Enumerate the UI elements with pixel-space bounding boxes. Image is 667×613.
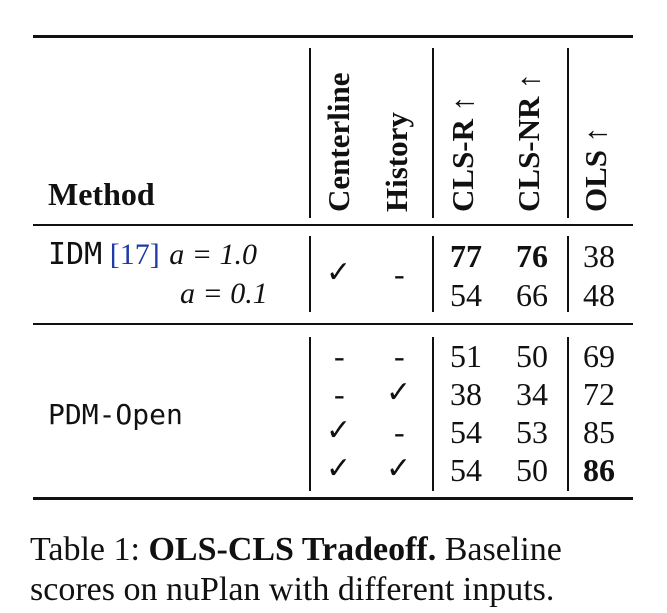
idm-row1-cls-r: 77 bbox=[450, 238, 482, 274]
idm-row2-cls-r: 54 bbox=[450, 277, 482, 313]
idm-row1-ols: 38 bbox=[583, 238, 615, 274]
pdm-row3-ols: 85 bbox=[583, 414, 615, 450]
caption-text-1: Baseline bbox=[444, 531, 562, 568]
idm-param-1: a = 1.0 bbox=[169, 238, 257, 271]
vrule-inputs-header bbox=[432, 48, 434, 218]
idm-method-label: IDM [17] a = 1.0 bbox=[48, 240, 257, 270]
vrule-ols-idm bbox=[567, 236, 569, 312]
idm-param-2: a = 0.1 bbox=[180, 277, 268, 310]
pdm-row3-cls-nr: 53 bbox=[516, 414, 548, 450]
pdm-row1-cls-r: 51 bbox=[450, 338, 482, 374]
pdm-row4-cls-r: 54 bbox=[450, 452, 482, 488]
caption-title: OLS-CLS Tradeoff. bbox=[148, 531, 437, 568]
idm-row2-ols: 48 bbox=[583, 277, 615, 313]
bottom-rule bbox=[33, 497, 633, 500]
header-centerline: Centerline bbox=[321, 72, 356, 212]
table-caption-line2: scores on nuPlan with different inputs. bbox=[30, 571, 555, 608]
header-method: Method bbox=[48, 176, 155, 212]
idm-citation[interactable]: [17] bbox=[109, 238, 160, 271]
table-caption-line1: Table 1: OLS-CLS Tradeoff. Baseline bbox=[30, 530, 562, 570]
idm-history-dash: - bbox=[394, 256, 405, 292]
pdm-row1-history: - bbox=[394, 338, 405, 374]
header-cls-r: CLS-R ↑ bbox=[445, 95, 480, 212]
pdm-row4-ols: 86 bbox=[583, 452, 615, 488]
pdm-row2-ols: 72 bbox=[583, 376, 615, 412]
idm-row1-cls-nr: 76 bbox=[516, 238, 548, 274]
pdm-row1-cls-nr: 50 bbox=[516, 338, 548, 374]
vrule-inputs-pdm bbox=[432, 337, 434, 491]
idm-centerline-check: ✓ bbox=[326, 255, 352, 290]
header-history: History bbox=[379, 112, 414, 212]
caption-label: Table 1: bbox=[30, 531, 140, 568]
top-rule bbox=[33, 35, 633, 38]
header-cls-nr: CLS-NR ↑ bbox=[511, 73, 546, 212]
pdm-row2-history: ✓ bbox=[386, 375, 412, 410]
pdm-row2-centerline: - bbox=[334, 376, 345, 412]
vrule-method-header bbox=[309, 48, 311, 218]
pdm-row1-centerline: - bbox=[334, 338, 345, 374]
pdm-row1-ols: 69 bbox=[583, 338, 615, 374]
pdm-row2-cls-r: 38 bbox=[450, 376, 482, 412]
vrule-ols-header bbox=[567, 48, 569, 218]
vrule-ols-pdm bbox=[567, 337, 569, 491]
header-rule bbox=[33, 224, 633, 226]
pdm-row3-cls-r: 54 bbox=[450, 414, 482, 450]
pdm-row3-history: - bbox=[394, 414, 405, 450]
pdm-row4-cls-nr: 50 bbox=[516, 452, 548, 488]
vrule-method-idm bbox=[309, 236, 311, 312]
pdm-row4-centerline: ✓ bbox=[326, 451, 352, 486]
group-rule bbox=[33, 323, 633, 325]
header-ols: OLS ↑ bbox=[578, 126, 613, 212]
pdm-method-label: PDM-Open bbox=[48, 398, 183, 431]
pdm-row2-cls-nr: 34 bbox=[516, 376, 548, 412]
pdm-row3-centerline: ✓ bbox=[326, 413, 352, 448]
idm-row2-cls-nr: 66 bbox=[516, 277, 548, 313]
idm-name: IDM bbox=[48, 237, 103, 272]
pdm-row4-history: ✓ bbox=[386, 451, 412, 486]
vrule-method-pdm bbox=[309, 337, 311, 491]
vrule-inputs-idm bbox=[432, 236, 434, 312]
